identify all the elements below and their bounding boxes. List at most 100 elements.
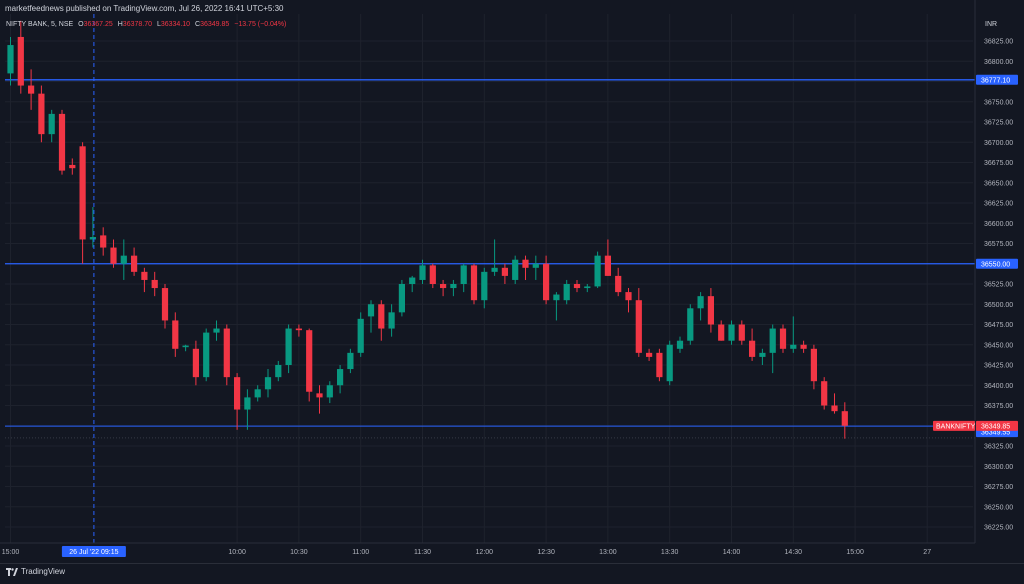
candle-body — [306, 330, 313, 392]
candle-body — [759, 352, 766, 357]
candle-body — [89, 237, 96, 240]
hline-price-label: 36349.55 — [981, 430, 1010, 437]
candle-body — [573, 284, 581, 289]
candle-body — [326, 385, 333, 398]
time-tick-label: 15:00 — [846, 549, 864, 556]
time-tick-label: 14:00 — [723, 549, 741, 556]
candle-body — [17, 36, 24, 86]
candle-body — [161, 288, 169, 321]
candle-body — [676, 340, 684, 349]
candle-body — [151, 279, 158, 289]
low-value: 36334.10 — [160, 21, 191, 28]
candle-body — [779, 328, 787, 349]
candle-body — [831, 405, 838, 412]
candle-body — [172, 320, 179, 349]
candle-body — [563, 284, 570, 301]
time-tick-label: 13:00 — [599, 549, 617, 556]
candle-body — [810, 348, 817, 382]
crosshair-time-badge[interactable] — [61, 546, 126, 557]
candle-body — [440, 284, 447, 289]
footer-bar — [0, 563, 1024, 584]
candle-body — [254, 389, 261, 398]
time-tick-label: 12:30 — [537, 549, 555, 556]
candle-body — [203, 332, 210, 378]
candle-body — [192, 348, 199, 378]
candle-body — [584, 286, 591, 289]
hline-price-badge[interactable] — [976, 258, 1018, 269]
candle-body — [769, 328, 776, 353]
candle-body — [244, 397, 251, 410]
candle-body — [481, 271, 488, 301]
candle-body — [131, 255, 138, 272]
last-price-badge[interactable] — [976, 420, 1018, 431]
candle-body — [749, 340, 756, 357]
price-tick-label: 36450.00 — [984, 342, 1013, 349]
price-tick-label: 36825.00 — [984, 39, 1013, 46]
hline-price-badge[interactable] — [976, 74, 1018, 85]
price-tick-label: 36425.00 — [984, 363, 1013, 370]
grid — [5, 14, 973, 543]
price-tick-label: 36400.00 — [984, 383, 1013, 390]
candle-body — [429, 265, 436, 284]
time-tick-label: 27 — [923, 549, 931, 556]
price-tick-label: 36700.00 — [984, 140, 1013, 147]
candle-body — [38, 93, 45, 135]
symbol-label[interactable]: NIFTY BANK, 5, NSE — [6, 21, 74, 28]
candle-body — [687, 308, 694, 341]
crosshair-time-label: 26 Jul '22 09:15 — [69, 549, 118, 556]
currency-label[interactable]: INR — [985, 21, 998, 28]
candle-body — [594, 255, 601, 287]
low-label: L — [156, 21, 161, 28]
price-tick-label: 36325.00 — [984, 444, 1013, 451]
candle-body — [79, 146, 86, 240]
candle-body — [337, 369, 344, 386]
tradingview-logo-text: TradingView — [21, 567, 66, 576]
candle-body — [120, 255, 127, 264]
ohlc-legend: NIFTY BANK, 5, NSE O36367.25 H36378.70 L… — [6, 21, 289, 28]
candle-body — [666, 344, 673, 382]
candle-body — [470, 265, 478, 301]
price-axis[interactable]: 36825.0036800.0036775.0036750.0036725.00… — [933, 0, 1018, 543]
candle-body — [110, 247, 117, 264]
close-label: C — [195, 21, 201, 28]
candle-body — [707, 296, 714, 325]
candle-body — [790, 344, 797, 349]
candle-body — [512, 259, 519, 280]
candle-body — [728, 324, 735, 341]
candle-body — [100, 235, 107, 248]
candle-body — [491, 267, 498, 272]
time-tick-label: 12:00 — [476, 549, 494, 556]
time-axis[interactable]: 15:00 10:00 10:30 11:00 11:30 12:00 12:30 13:00… — [0, 542, 975, 557]
chart-canvas[interactable]: 36825.0036800.0036775.0036750.0036725.00… — [0, 0, 1024, 563]
candle-body — [234, 377, 241, 410]
close-value: 36349.85 — [200, 21, 230, 28]
high-value: 36378.70 — [122, 21, 152, 28]
price-tick-label: 36675.00 — [984, 160, 1013, 167]
horizontal-lines[interactable] — [5, 79, 975, 439]
time-tick-label: 10:30 — [290, 549, 308, 556]
open-label: O — [78, 21, 84, 28]
price-tick-label: 36800.00 — [984, 59, 1013, 66]
hline-price-label: 36777.10 — [981, 77, 1010, 84]
candle-body — [501, 267, 508, 276]
candle-body — [460, 265, 467, 284]
candle-body — [553, 294, 560, 301]
time-tick-label: 13:30 — [661, 549, 679, 556]
candle-body — [347, 352, 354, 370]
candle-body — [58, 113, 66, 171]
price-tick-label: 36250.00 — [984, 504, 1013, 511]
candle-body — [409, 277, 416, 284]
candle-body — [378, 304, 385, 329]
symbol-badge[interactable] — [933, 420, 975, 431]
price-tick-label: 36525.00 — [984, 282, 1013, 289]
candle-body — [264, 377, 272, 390]
candle-body — [841, 411, 848, 426]
tradingview-logo[interactable]: TradingView — [6, 567, 65, 576]
time-tick-label: 10:00 — [228, 549, 246, 556]
price-tick-label: 36725.00 — [984, 120, 1013, 127]
candle-body — [646, 352, 653, 357]
candle-body — [285, 328, 292, 365]
last-price-label: 36349.85 — [981, 423, 1010, 430]
time-tick-label: 11:30 — [414, 549, 431, 556]
